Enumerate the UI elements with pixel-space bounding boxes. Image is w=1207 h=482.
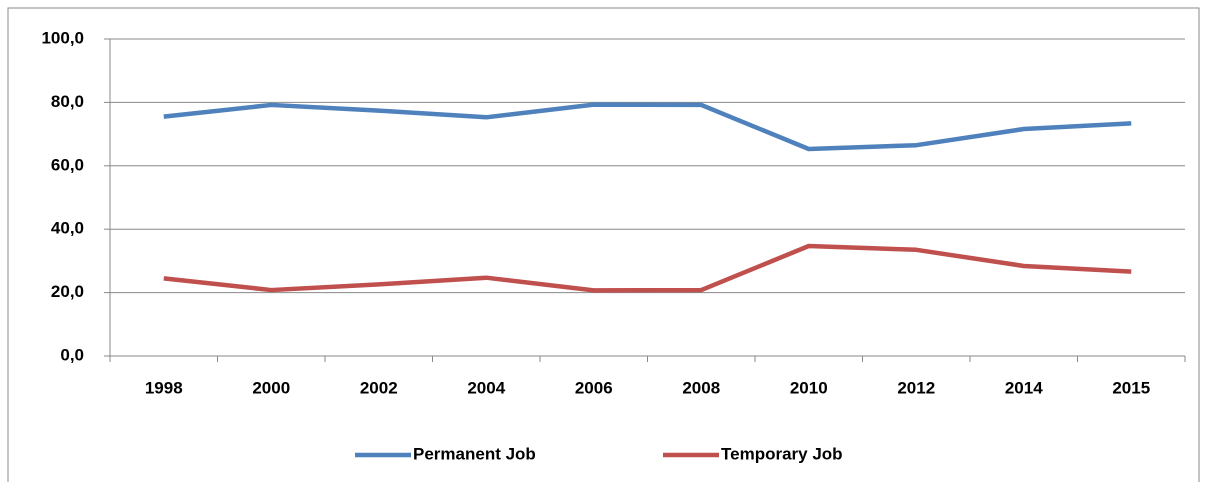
- y-tick-label: 100,0: [41, 28, 84, 47]
- x-tick-label: 1998: [145, 378, 183, 397]
- x-tick-label: 2010: [790, 378, 828, 397]
- chart-frame: [7, 7, 1200, 482]
- x-tick-label: 2008: [682, 378, 720, 397]
- x-tick-label: 2006: [575, 378, 613, 397]
- y-tick-label: 0,0: [60, 345, 84, 364]
- y-tick-label: 60,0: [51, 155, 84, 174]
- y-tick-label: 20,0: [51, 282, 84, 301]
- legend-label: Permanent Job: [413, 444, 536, 463]
- series-line: [163, 102, 1132, 152]
- x-tick-label: 2004: [467, 378, 505, 397]
- x-tick-label: 2015: [1112, 378, 1150, 397]
- y-tick-label: 80,0: [51, 92, 84, 111]
- x-tick-label: 2002: [360, 378, 398, 397]
- y-tick-label: 40,0: [51, 219, 84, 238]
- legend-label: Temporary Job: [721, 444, 843, 463]
- x-tick-label: 2014: [1005, 378, 1043, 397]
- x-tick-label: 2000: [252, 378, 290, 397]
- x-tick-label: 2012: [897, 378, 935, 397]
- series-line: [163, 243, 1132, 293]
